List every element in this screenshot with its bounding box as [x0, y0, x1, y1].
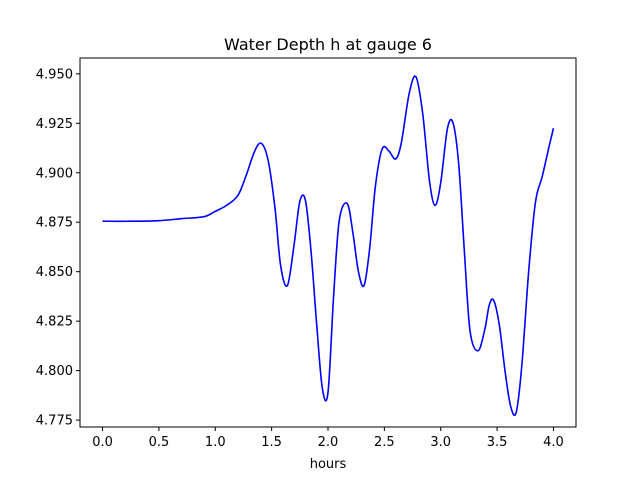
x-tick-label: 3.5: [487, 435, 508, 450]
y-tick-label: 4.950: [36, 67, 73, 82]
x-tick-label: 2.0: [318, 435, 339, 450]
y-tick-label: 4.800: [36, 364, 73, 379]
x-axis: 0.0 0.5 1.0 1.5 2.0 2.5 3.0 3.5 4.0: [92, 427, 564, 450]
y-tick-label: 4.850: [36, 265, 73, 280]
x-tick-label: 0.5: [149, 435, 170, 450]
y-tick-label: 4.775: [36, 414, 73, 429]
x-tick-label: 4.0: [543, 435, 564, 450]
y-tick-label: 4.900: [36, 166, 73, 181]
y-tick-label: 4.925: [36, 117, 73, 132]
x-tick-label: 2.5: [374, 435, 395, 450]
series-line: [102, 75, 555, 416]
x-axis-label: hours: [310, 457, 347, 472]
y-tick-label: 4.825: [36, 315, 73, 330]
x-tick-label: 1.0: [205, 435, 226, 450]
y-axis: 4.775 4.800 4.825 4.850 4.875 4.900 4.925 4.950: [36, 67, 80, 429]
x-tick-label: 0.0: [92, 435, 113, 450]
x-tick-label: 3.0: [430, 435, 451, 450]
y-tick-label: 4.875: [36, 216, 73, 231]
chart-title: Water Depth h at gauge 6: [224, 35, 432, 54]
x-tick-label: 1.5: [261, 435, 282, 450]
